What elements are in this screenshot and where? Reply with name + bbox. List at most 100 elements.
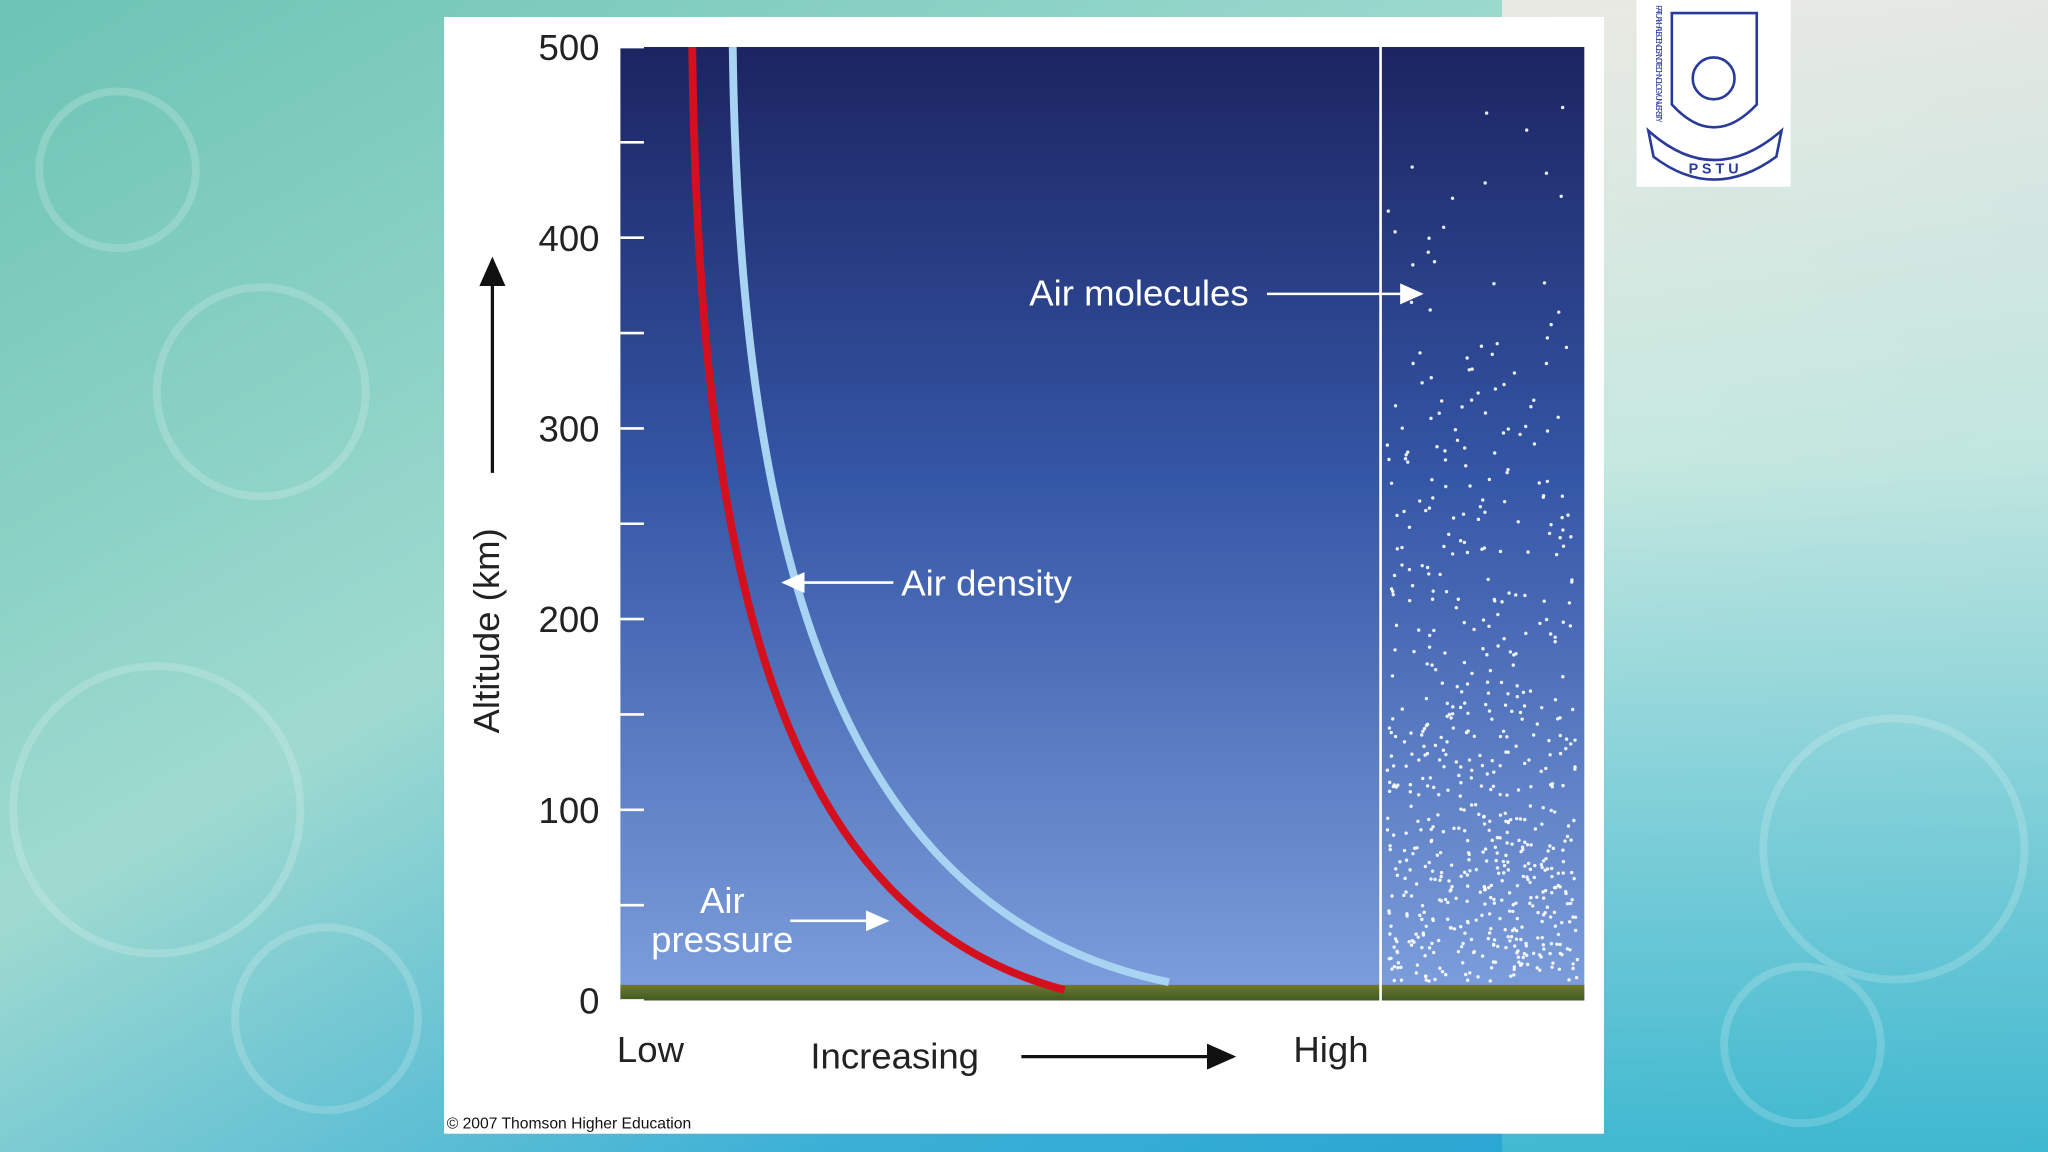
molecule	[1446, 917, 1450, 921]
molecule	[1502, 871, 1506, 875]
molecule	[1436, 813, 1440, 817]
molecule	[1450, 712, 1455, 716]
molecule	[1569, 742, 1573, 746]
molecule	[1396, 961, 1401, 965]
molecule	[1552, 910, 1557, 915]
air-density-curve	[728, 46, 1170, 987]
molecule	[1511, 663, 1515, 667]
molecule	[1387, 457, 1391, 462]
swirls	[9, 87, 2029, 1128]
molecule	[1571, 915, 1575, 919]
molecule	[1409, 300, 1414, 305]
molecule	[1502, 863, 1507, 868]
molecule	[1390, 894, 1394, 898]
molecule	[1514, 744, 1518, 748]
molecule	[1414, 971, 1419, 975]
molecule	[1450, 884, 1454, 889]
molecule	[1542, 896, 1546, 900]
molecule	[1462, 828, 1467, 833]
molecule	[1458, 705, 1463, 710]
molecule	[1528, 804, 1533, 808]
molecule	[1512, 965, 1517, 969]
molecule	[1523, 864, 1527, 868]
molecule	[1575, 957, 1580, 962]
molecule	[1573, 915, 1578, 919]
molecule	[1424, 924, 1428, 928]
molecule	[1538, 968, 1542, 972]
molecule	[1494, 858, 1498, 863]
molecule	[1400, 545, 1404, 550]
molecule	[1492, 770, 1496, 774]
molecule	[1481, 498, 1485, 502]
molecule	[1541, 890, 1545, 894]
molecule	[1417, 628, 1421, 632]
molecule	[1507, 891, 1512, 895]
molecule	[1574, 975, 1579, 980]
molecule	[1543, 868, 1547, 872]
molecule	[1548, 783, 1553, 787]
molecule	[1517, 960, 1521, 964]
molecule	[1510, 709, 1514, 714]
molecule	[1427, 236, 1431, 240]
molecule	[1436, 792, 1441, 797]
molecule	[1507, 591, 1511, 595]
molecule	[1459, 874, 1463, 878]
molecule	[1392, 964, 1397, 969]
molecule	[1553, 640, 1557, 644]
molecule	[1440, 970, 1445, 974]
molecule	[1556, 932, 1561, 937]
molecule	[1563, 889, 1568, 894]
molecule	[1571, 966, 1575, 971]
plot-area	[620, 47, 1585, 1001]
molecule	[1568, 624, 1573, 628]
annotation: Air	[700, 880, 745, 921]
molecule	[1388, 932, 1392, 936]
molecule	[1540, 919, 1544, 924]
molecule	[1422, 744, 1426, 749]
molecule	[1505, 470, 1509, 475]
molecule	[1420, 917, 1424, 922]
molecule	[1407, 525, 1412, 529]
molecule	[1431, 917, 1435, 921]
molecule	[1402, 893, 1406, 898]
molecule	[1421, 931, 1425, 935]
molecule	[1412, 649, 1416, 654]
molecule	[1478, 504, 1483, 509]
molecule	[1515, 916, 1520, 921]
molecule	[1449, 926, 1453, 930]
molecule	[1389, 481, 1394, 485]
molecule	[1423, 864, 1428, 869]
molecule	[1573, 765, 1577, 769]
molecule	[1472, 734, 1477, 738]
molecule	[1506, 860, 1510, 864]
molecule	[1433, 877, 1437, 882]
y-tick-label: 0	[579, 981, 599, 1022]
molecule	[1404, 858, 1409, 862]
molecule	[1573, 928, 1578, 933]
molecule	[1431, 589, 1435, 593]
molecule	[1427, 506, 1432, 510]
molecule	[1532, 442, 1537, 446]
molecule	[1490, 717, 1494, 721]
molecule	[1431, 496, 1435, 500]
molecule	[1568, 901, 1573, 906]
molecule	[1501, 859, 1506, 864]
molecule	[1400, 563, 1404, 567]
molecule	[1564, 737, 1569, 741]
molecule	[1444, 484, 1448, 489]
molecule	[1554, 552, 1559, 557]
molecule	[1414, 932, 1418, 936]
molecule	[1540, 822, 1544, 826]
molecule	[1388, 844, 1392, 848]
molecule	[1417, 793, 1421, 797]
molecule	[1476, 517, 1481, 522]
molecule	[1458, 794, 1462, 798]
molecule	[1547, 531, 1552, 536]
molecule	[1557, 310, 1561, 314]
molecule	[1488, 819, 1492, 823]
molecule	[1476, 975, 1480, 979]
molecule	[1535, 722, 1540, 726]
molecule	[1569, 870, 1574, 875]
molecule	[1443, 897, 1448, 902]
molecule	[1428, 308, 1432, 312]
